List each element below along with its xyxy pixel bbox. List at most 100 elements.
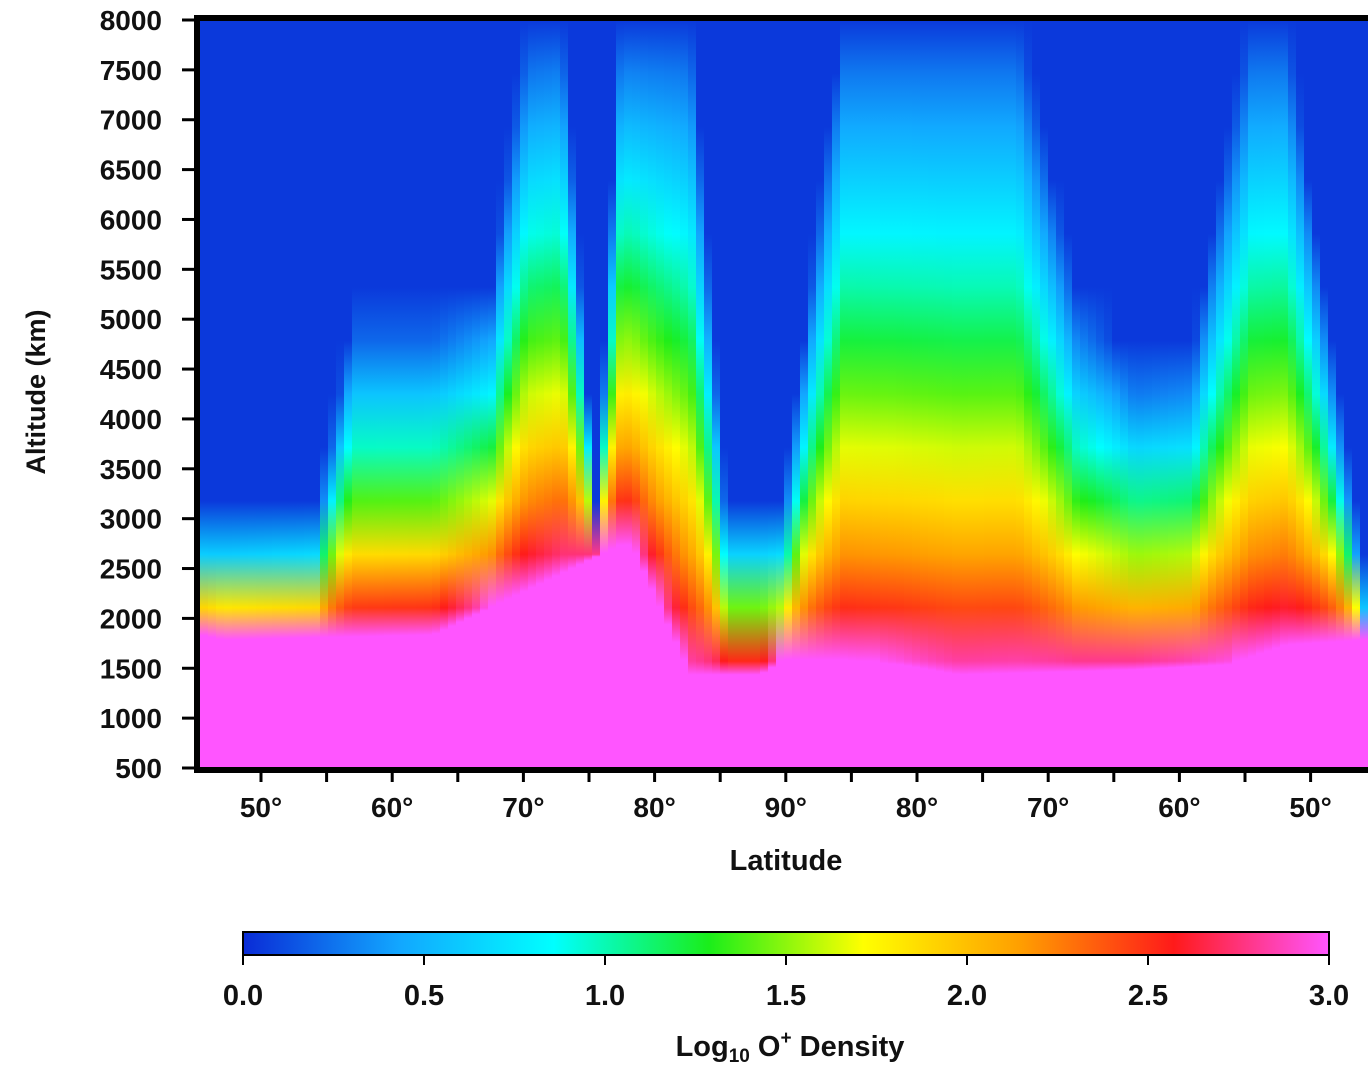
heatmap-column <box>1016 20 1025 768</box>
y-tick-label: 7500 <box>100 55 162 86</box>
heatmap-column <box>616 20 625 768</box>
heatmap-column <box>224 20 233 768</box>
heatmap-column <box>912 20 921 768</box>
x-tick-label: 80° <box>896 792 938 823</box>
heatmap-column <box>704 20 713 768</box>
colorbar-tick-label: 2.0 <box>947 980 987 1012</box>
heatmap-column <box>1208 20 1217 768</box>
heatmap-column <box>672 20 681 768</box>
heatmap-column <box>360 20 369 768</box>
heatmap-column <box>816 20 825 768</box>
heatmap-column <box>1352 20 1361 768</box>
heatmap-column <box>1024 20 1033 768</box>
heatmap-column <box>576 20 585 768</box>
heatmap-column <box>608 20 617 768</box>
heatmap-column <box>376 20 385 768</box>
heatmap-column <box>1360 20 1368 768</box>
heatmap-column <box>424 20 433 768</box>
heatmap-column <box>1232 20 1241 768</box>
heatmap-column <box>640 20 649 768</box>
heatmap-column <box>568 20 577 768</box>
heatmap-column <box>680 20 689 768</box>
heatmap-column <box>760 20 769 768</box>
heatmap-column <box>432 20 441 768</box>
heatmap-column <box>1264 20 1273 768</box>
heatmap-column <box>720 20 729 768</box>
heatmap-column <box>960 20 969 768</box>
heatmap-column <box>920 20 929 768</box>
heatmap-column <box>1144 20 1153 768</box>
heatmap-column <box>256 20 265 768</box>
y-tick-label: 3500 <box>100 454 162 485</box>
x-tick-label: 80° <box>633 792 675 823</box>
heatmap-column <box>464 20 473 768</box>
heatmap-column <box>1272 20 1281 768</box>
x-tick-label: 90° <box>765 792 807 823</box>
heatmap-column <box>1104 20 1113 768</box>
heatmap-column <box>1008 20 1017 768</box>
colorbar-tick-label: 0.0 <box>223 980 263 1012</box>
heatmap-column <box>944 20 953 768</box>
heatmap-column <box>864 20 873 768</box>
heatmap-column <box>1288 20 1297 768</box>
x-tick-label: 60° <box>1158 792 1200 823</box>
colorbar-tick-label: 3.0 <box>1309 980 1349 1012</box>
heatmap-column <box>552 20 561 768</box>
heatmap-column <box>1184 20 1193 768</box>
heatmap-column <box>792 20 801 768</box>
heatmap-column <box>1312 20 1321 768</box>
heatmap-column <box>1248 20 1257 768</box>
heatmap-column <box>536 20 545 768</box>
colorbar-tick-label: 1.5 <box>766 980 806 1012</box>
heatmap-column <box>312 20 321 768</box>
heatmap-column <box>776 20 785 768</box>
x-tick-label: 60° <box>371 792 413 823</box>
heatmap-column <box>248 20 257 768</box>
x-tick-label: 70° <box>502 792 544 823</box>
y-tick-label: 2500 <box>100 554 162 585</box>
heatmap-column <box>384 20 393 768</box>
heatmap-column <box>1080 20 1089 768</box>
heatmap-column <box>648 20 657 768</box>
heatmap-column <box>1064 20 1073 768</box>
heatmap-column <box>200 20 209 768</box>
heatmap-column <box>392 20 401 768</box>
y-tick-label: 1000 <box>100 703 162 734</box>
heatmap-column <box>1344 20 1353 768</box>
heatmap-column <box>1000 20 1009 768</box>
heatmap-column <box>664 20 673 768</box>
heatmap-column <box>784 20 793 768</box>
heatmap-column <box>1112 20 1121 768</box>
heatmap-column <box>1296 20 1305 768</box>
colorbar-tick-label: 1.0 <box>585 980 625 1012</box>
heatmap-column <box>1200 20 1209 768</box>
heatmap-column <box>488 20 497 768</box>
heatmap-column <box>1192 20 1201 768</box>
heatmap-column <box>984 20 993 768</box>
heatmap-column <box>512 20 521 768</box>
y-tick-label: 3000 <box>100 504 162 535</box>
heatmap-column <box>952 20 961 768</box>
heatmap-column <box>496 20 505 768</box>
heatmap-column <box>656 20 665 768</box>
heatmap-column <box>1160 20 1169 768</box>
heatmap-column <box>712 20 721 768</box>
y-axis: 8000 7500 7000 6500 6000 5500 5000 4500 4000 3500… <box>100 5 197 784</box>
y-tick-label: 5500 <box>100 254 162 285</box>
y-tick-label: 5000 <box>100 304 162 335</box>
heatmap-column <box>936 20 945 768</box>
heatmap-column <box>800 20 809 768</box>
heatmap-column <box>1176 20 1185 768</box>
heatmap-column <box>296 20 305 768</box>
heatmap-column <box>808 20 817 768</box>
heatmap-column <box>504 20 513 768</box>
heatmap-column <box>904 20 913 768</box>
heatmap-column <box>736 20 745 768</box>
colorbar-tick-label: 0.5 <box>404 980 444 1012</box>
heatmap-column <box>968 20 977 768</box>
heatmap-column <box>928 20 937 768</box>
heatmap-column <box>416 20 425 768</box>
heatmap-column <box>1072 20 1081 768</box>
heatmap-column <box>408 20 417 768</box>
colorbar-title: Log10 O+ Density <box>676 1028 905 1066</box>
